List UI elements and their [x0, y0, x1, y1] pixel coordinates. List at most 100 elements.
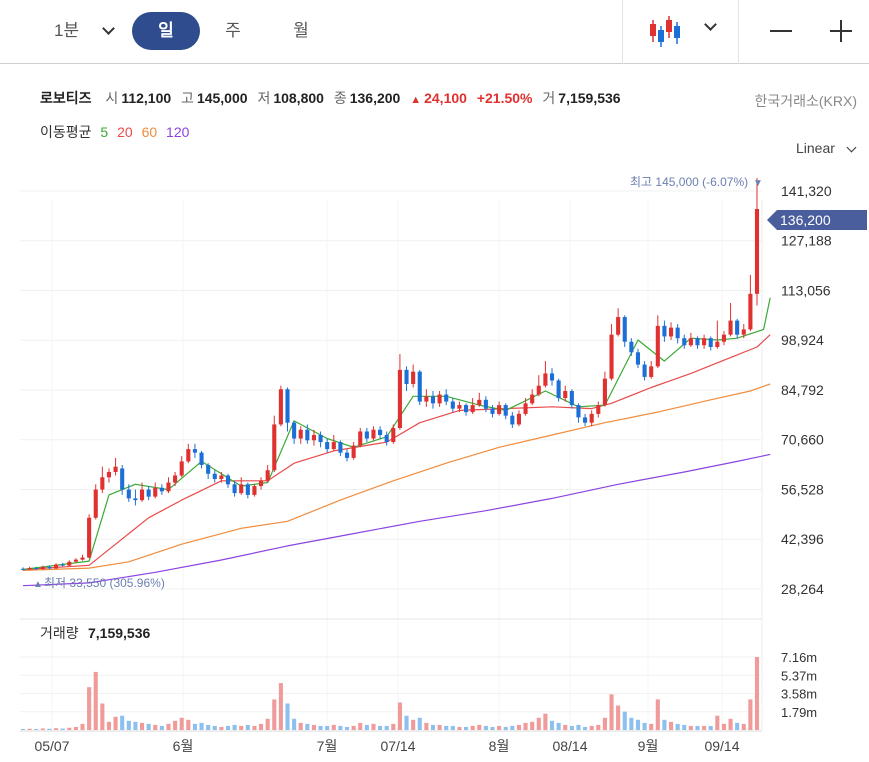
- volume-bar: [159, 725, 164, 730]
- candle-body: [73, 559, 78, 562]
- volume-bar: [404, 715, 409, 730]
- candle-body: [311, 435, 317, 441]
- volume-bar: [411, 719, 416, 730]
- volume-bar: [192, 723, 197, 730]
- volume-bar: [212, 725, 217, 730]
- candle-body: [232, 484, 237, 494]
- candle-body: [629, 341, 634, 353]
- volume-bar: [397, 702, 402, 730]
- candle-body: [437, 394, 442, 404]
- candle-body: [318, 435, 323, 443]
- candle-body: [748, 293, 753, 330]
- volume-bar: [470, 725, 475, 730]
- candle-body: [93, 489, 98, 518]
- volume-bar: [358, 722, 363, 730]
- candle-body: [470, 405, 475, 413]
- candle-body: [391, 427, 396, 443]
- volume-bar: [589, 725, 594, 730]
- candle-body: [305, 429, 310, 441]
- volume-panel-value: 7,159,536: [88, 625, 150, 641]
- tab-week[interactable]: 주: [225, 21, 241, 40]
- candle-body: [285, 389, 290, 423]
- candle-body: [688, 338, 693, 346]
- candle-body: [252, 486, 257, 495]
- volume-bar: [715, 715, 720, 730]
- candle-body: [325, 442, 330, 450]
- volume-bar: [54, 728, 59, 730]
- high-label: 고: [181, 90, 194, 106]
- zoom-in-button[interactable]: [830, 20, 852, 42]
- open-label: 시: [105, 90, 119, 106]
- toolbar-divider: [622, 0, 623, 64]
- close-label: 종: [333, 90, 347, 106]
- volume-bar: [490, 726, 495, 730]
- candle-body: [60, 564, 65, 566]
- volume-bar: [371, 723, 376, 730]
- candle-body: [206, 464, 211, 474]
- close-value: 136,200: [349, 90, 401, 106]
- moving-average-legend[interactable]: 이동평균 5 20 60 120: [40, 122, 194, 142]
- volume-bar: [139, 722, 145, 730]
- candle-body: [589, 413, 594, 423]
- candle-body: [715, 341, 720, 347]
- volume-bar: [543, 713, 548, 730]
- volume-bar: [305, 723, 310, 730]
- candle-body: [536, 385, 541, 395]
- volume-bar: [173, 720, 178, 730]
- candle-body: [20, 568, 26, 570]
- volume-bar: [754, 657, 760, 730]
- ma60-line: [22, 383, 771, 571]
- volume-bar: [292, 718, 297, 730]
- volume-tick-label: 5.37m: [781, 668, 817, 683]
- volume-bar: [530, 721, 535, 730]
- volume-bar: [576, 724, 581, 730]
- volume-bar: [278, 683, 283, 730]
- candle-body: [225, 475, 231, 485]
- volume-bar: [232, 724, 237, 730]
- tab-month[interactable]: 월: [293, 21, 309, 40]
- x-tick-label: 8월: [489, 738, 510, 754]
- candle-body: [54, 564, 59, 569]
- scale-dropdown[interactable]: Linear: [796, 140, 857, 156]
- volume-value: 7,159,536: [558, 90, 621, 106]
- low-value: 108,800: [273, 90, 324, 106]
- candle-body: [212, 473, 217, 480]
- volume-bar: [629, 717, 634, 730]
- candle-body: [272, 424, 277, 471]
- candle-body: [510, 415, 515, 425]
- volume-bar: [635, 719, 641, 730]
- volume-bar: [67, 727, 72, 730]
- volume-bar: [748, 699, 753, 730]
- volume-bar: [153, 724, 158, 730]
- candle-body: [662, 325, 667, 337]
- volume-bar: [477, 724, 482, 730]
- volume-bars: [20, 657, 760, 730]
- candle-body: [364, 431, 369, 439]
- volume-bar: [523, 722, 528, 730]
- candle-body: [523, 403, 528, 414]
- volume-bar: [186, 719, 191, 730]
- candle-body: [239, 484, 244, 494]
- ma-60-label: 60: [141, 124, 158, 140]
- volume-bar: [87, 687, 92, 730]
- candle-body: [708, 338, 713, 347]
- volume-bar: [503, 726, 508, 730]
- volume-bar: [252, 725, 257, 730]
- candle-body: [741, 329, 746, 335]
- volume-bar: [549, 720, 555, 730]
- volume-bar: [708, 725, 713, 730]
- candle-body: [67, 561, 72, 566]
- x-tick-label: 7월: [317, 738, 338, 754]
- candle-body: [146, 489, 151, 497]
- zoom-out-button[interactable]: [770, 30, 792, 32]
- tab-day[interactable]: 일: [132, 12, 200, 50]
- volume-bar: [430, 724, 436, 730]
- chart-type-dropdown[interactable]: [640, 14, 730, 50]
- volume-bar: [675, 723, 680, 730]
- interval-dropdown[interactable]: 1분: [44, 12, 124, 50]
- volume-grid: [20, 656, 762, 713]
- candle-body: [503, 405, 508, 416]
- volume-bar: [285, 703, 290, 730]
- candle-body: [655, 325, 660, 367]
